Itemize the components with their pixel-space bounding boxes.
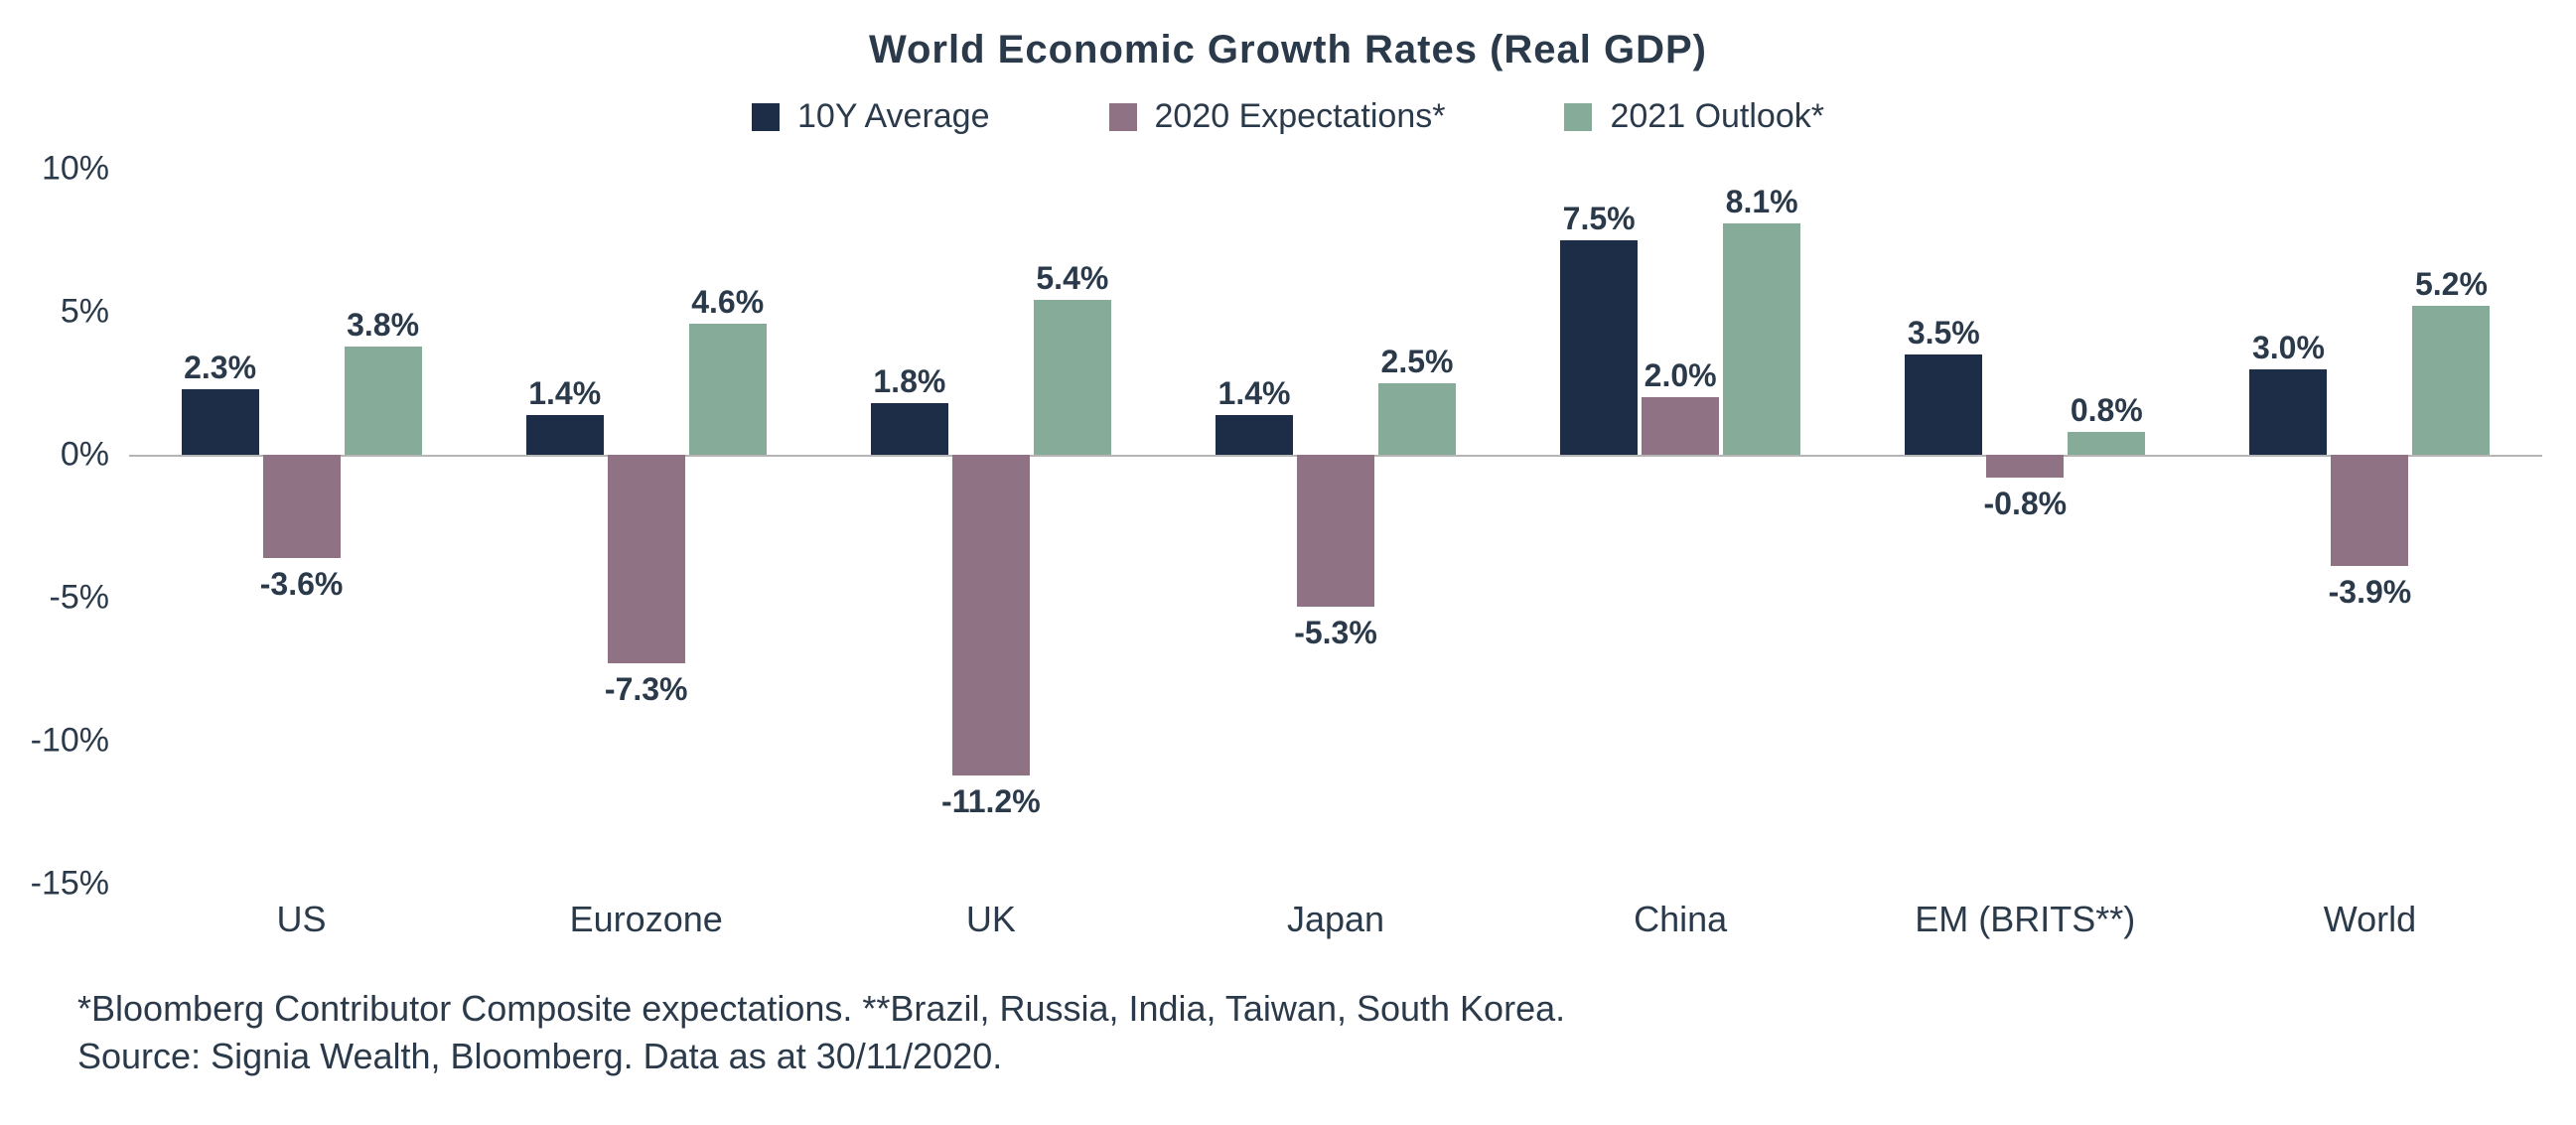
bar-value-label: 7.5% bbox=[1563, 201, 1636, 237]
legend-item: 10Y Average bbox=[752, 97, 989, 136]
legend-item: 2021 Outlook* bbox=[1564, 97, 1824, 136]
x-tick-label: China bbox=[1634, 899, 1727, 940]
y-tick-label: 5% bbox=[61, 293, 109, 332]
bar-value-label: 2.5% bbox=[1381, 344, 1454, 380]
bar bbox=[526, 415, 604, 455]
category-group: 1.8% -11.2% 5.4% bbox=[871, 169, 1111, 884]
bar-value-label: 3.0% bbox=[2252, 330, 2325, 366]
bar-value-label: 5.2% bbox=[2415, 266, 2488, 303]
bar bbox=[345, 347, 422, 455]
x-tick-label: World bbox=[2324, 899, 2416, 940]
legend-item: 2020 Expectations* bbox=[1109, 97, 1446, 136]
bar-value-label: -0.8% bbox=[1983, 486, 2067, 522]
bar-value-label: 4.6% bbox=[691, 284, 764, 321]
plot-area: 2.3% -3.6% 3.8% 1.4% -7.3% 4.6% 1.8% -11.2% 5.4%… bbox=[129, 169, 2542, 884]
bar-value-label: 3.5% bbox=[1908, 315, 1980, 352]
bar bbox=[952, 455, 1030, 775]
bar bbox=[1216, 415, 1293, 455]
bar-value-label: -3.6% bbox=[260, 566, 344, 603]
y-axis: 10%5%0%-5%-10%-15% bbox=[0, 169, 119, 884]
x-tick-label: Eurozone bbox=[570, 899, 723, 940]
bar bbox=[1297, 455, 1374, 607]
legend-label: 10Y Average bbox=[797, 97, 989, 136]
bar bbox=[1034, 300, 1111, 455]
bar-value-label: 1.4% bbox=[528, 375, 601, 412]
x-tick-label: EM (BRITS**) bbox=[1915, 899, 2135, 940]
bar bbox=[263, 455, 341, 558]
bar bbox=[689, 324, 767, 455]
bar bbox=[2412, 306, 2490, 455]
category-group: 1.4% -7.3% 4.6% bbox=[526, 169, 767, 884]
legend-swatch bbox=[752, 103, 780, 131]
bar-value-label: 2.0% bbox=[1645, 357, 1717, 394]
bar bbox=[2068, 432, 2145, 455]
y-tick-label: -5% bbox=[50, 579, 109, 618]
chart-title: World Economic Growth Rates (Real GDP) bbox=[0, 28, 2576, 72]
bar-value-label: 2.3% bbox=[184, 350, 256, 386]
legend-label: 2021 Outlook* bbox=[1610, 97, 1824, 136]
footnote-line-2: Source: Signia Wealth, Bloomberg. Data a… bbox=[77, 1033, 1565, 1081]
x-tick-label: Japan bbox=[1287, 899, 1384, 940]
bar-value-label: 3.8% bbox=[347, 307, 419, 344]
bar bbox=[1723, 223, 1800, 455]
bar-value-label: -3.9% bbox=[2329, 574, 2412, 611]
x-tick-label: UK bbox=[966, 899, 1016, 940]
bar bbox=[1905, 354, 1982, 455]
x-tick-label: US bbox=[277, 899, 327, 940]
chart-footnotes: *Bloomberg Contributor Composite expecta… bbox=[77, 985, 1565, 1081]
category-group: 3.5% -0.8% 0.8% bbox=[1905, 169, 2145, 884]
category-group: 3.0% -3.9% 5.2% bbox=[2249, 169, 2490, 884]
bar bbox=[871, 403, 948, 455]
x-axis: US Eurozone UK Japan China EM (BRITS**) World bbox=[129, 899, 2542, 948]
y-tick-label: -10% bbox=[31, 722, 109, 761]
category-group: 1.4% -5.3% 2.5% bbox=[1216, 169, 1456, 884]
bar-value-label: 1.4% bbox=[1218, 375, 1291, 412]
bar bbox=[1378, 383, 1456, 455]
y-tick-label: 10% bbox=[42, 150, 109, 189]
bar-value-label: -11.2% bbox=[941, 783, 1041, 820]
bar bbox=[1986, 455, 2064, 478]
bar-value-label: 5.4% bbox=[1036, 260, 1108, 297]
bar-value-label: -5.3% bbox=[1294, 615, 1377, 651]
bar bbox=[1560, 240, 1638, 455]
bar-value-label: 8.1% bbox=[1726, 184, 1798, 220]
category-group: 7.5% 2.0% 8.1% bbox=[1560, 169, 1800, 884]
legend-label: 2020 Expectations* bbox=[1155, 97, 1446, 136]
bar bbox=[608, 455, 685, 663]
legend-swatch bbox=[1564, 103, 1592, 131]
legend-swatch bbox=[1109, 103, 1137, 131]
y-tick-label: -15% bbox=[31, 865, 109, 904]
footnote-line-1: *Bloomberg Contributor Composite expecta… bbox=[77, 985, 1565, 1034]
bar-value-label: 1.8% bbox=[873, 363, 945, 400]
bar bbox=[1642, 397, 1719, 455]
bar bbox=[2331, 455, 2408, 566]
bar-value-label: 0.8% bbox=[2071, 392, 2143, 429]
bar bbox=[182, 389, 259, 455]
bar bbox=[2249, 369, 2327, 455]
gdp-growth-chart: World Economic Growth Rates (Real GDP) 1… bbox=[0, 0, 2576, 1125]
y-tick-label: 0% bbox=[61, 436, 109, 475]
chart-legend: 10Y Average 2020 Expectations* 2021 Outloo… bbox=[0, 97, 2576, 136]
bar-value-label: -7.3% bbox=[605, 671, 688, 708]
category-group: 2.3% -3.6% 3.8% bbox=[182, 169, 422, 884]
